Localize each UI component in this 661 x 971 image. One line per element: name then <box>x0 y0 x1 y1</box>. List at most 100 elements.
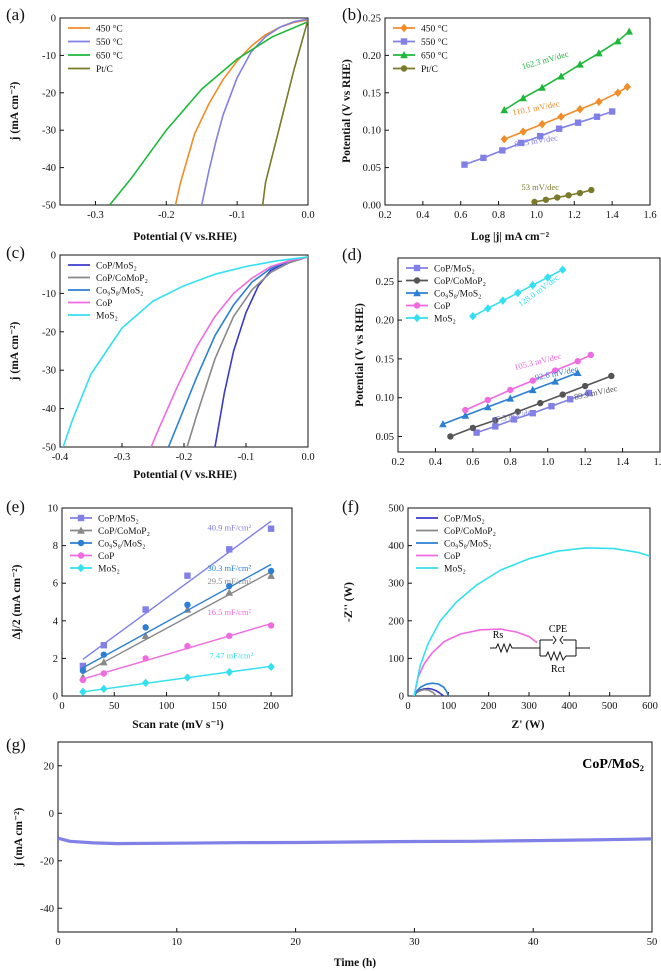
panel-f-xlabel: Z' (W) <box>512 719 545 731</box>
series-d-1-point <box>447 433 454 440</box>
panel-c-ylabel: j (mA cm⁻²) <box>9 321 21 381</box>
legend-b-0-label: 450 °C <box>421 24 448 35</box>
series-c-1-line <box>186 256 308 447</box>
panel-g-xtick-label: 40 <box>528 937 539 948</box>
series-b-2-point <box>538 83 546 91</box>
series-e-3-point <box>184 642 191 650</box>
panel-d-xtick-label: 1.6 <box>653 457 661 468</box>
panel-b-xtick-label: 1.2 <box>568 210 581 221</box>
series-d-1-point <box>581 382 589 390</box>
panel-g-ytick-label: 0 <box>49 809 54 820</box>
panel-f-xtick-label: 600 <box>642 701 658 712</box>
series-b-2-point <box>500 106 509 114</box>
panel-b-ylabel: Potential (V vs RHE) <box>341 59 353 163</box>
series-e-3-point <box>79 676 87 684</box>
panel-c-xtick-label: -0.4 <box>52 452 69 463</box>
series-a-3-line <box>261 19 308 205</box>
legend-b-3-label: Pt/C <box>421 65 438 75</box>
panel-f-xtick-label: 0 <box>405 701 410 712</box>
legend-e-2-label: Co₉S₈/MoS₂ <box>98 540 145 550</box>
panel-b-xtick-label: 0.4 <box>416 210 430 221</box>
panel-e-frame <box>61 507 293 697</box>
series-e-1-point <box>141 631 150 640</box>
panel-a: -0.3 -0.2 -0.1 0.0 0 -10 -20 -30 -40 -50 (a) Potent… <box>6 5 315 243</box>
panel-g-xtick-label: 20 <box>290 937 301 948</box>
series-a-0-line <box>174 19 308 205</box>
series-b-1-point <box>608 108 616 115</box>
legend-a-2-label: 650 °C <box>96 51 123 62</box>
panel-e-annotation: 40.9 mF/cm² <box>207 523 251 533</box>
series-d-4-point <box>544 273 552 282</box>
panel-c-ytick-label: -50 <box>42 443 56 454</box>
legend-d-4-label: MoS₂ <box>434 315 456 325</box>
panel-d-annotation: 89.9 mV/dec <box>573 383 618 402</box>
series-b-3-point <box>588 186 595 194</box>
panel-g-label: (g) <box>6 735 26 754</box>
panel-a-xlabel: Potential (V vs.RHE) <box>133 231 237 243</box>
series-b-2-point <box>519 94 527 102</box>
series-b-3-point <box>554 194 561 201</box>
series-e-2-point <box>226 582 233 590</box>
series-e-4-point <box>79 687 87 696</box>
series-d-1-point <box>492 416 499 424</box>
panel-e-ytick-label: 4 <box>53 616 59 627</box>
panel-d-ytick-label: 0.05 <box>376 432 394 443</box>
series-b-0-point <box>557 112 565 121</box>
series-d-2-point <box>439 420 447 428</box>
series-e-0-point <box>267 525 275 532</box>
legend-b-2-marker <box>400 51 408 59</box>
panel-f: 0 100 200 300 400 500 600 0 100 200 300 400 500 (f) Z'… <box>342 497 658 731</box>
legend-b-2-label: 650 °C <box>421 51 448 62</box>
series-b-2-point <box>557 72 565 80</box>
panel-d-label: (d) <box>342 245 362 264</box>
legend-e-4-label: MoS₂ <box>98 565 120 575</box>
legend-f-1-label: CoP/CoMoP₂ <box>444 527 496 537</box>
panel-d-xtick-label: 1.2 <box>579 457 592 468</box>
legend-b-1-label: 550 °C <box>421 37 448 48</box>
panel-a-xtick-label: -0.2 <box>158 210 175 221</box>
panel-g-ylabel: j (mA cm⁻²) <box>13 807 25 867</box>
series-b-2-point <box>625 27 633 35</box>
panel-a-ytick-label: -40 <box>42 163 56 174</box>
panel-f-xtick-label: 200 <box>481 701 497 712</box>
panel-f-ytick-label: 0 <box>399 692 404 703</box>
panel-b-xtick-label: 1.6 <box>643 210 656 221</box>
panel-a-ytick-label: -50 <box>42 201 56 212</box>
series-e-1-point <box>100 658 108 666</box>
panel-c: -0.4 -0.3 -0.2 -0.1 0.0 0 -10 -20 -30 -40 -50 (c) Po… <box>6 243 315 481</box>
panel-f-ytick-label: 500 <box>388 504 404 515</box>
series-b-3-point <box>531 198 538 205</box>
inset-equivalent-circuit: Rs CPE Rct <box>490 624 590 675</box>
legend-d-0-marker <box>413 264 421 272</box>
panel-d-ytick-label: 0.25 <box>376 277 394 288</box>
panel-c-xtick-label: -0.2 <box>176 452 193 463</box>
series-e-4-point <box>141 678 150 688</box>
panel-b-ytick-label: 0.00 <box>363 201 381 212</box>
legend-b-0-marker <box>400 23 408 33</box>
legend-d-1-label: CoP/CoMoP₂ <box>434 277 486 287</box>
panel-g-ytick-label: 20 <box>44 761 55 772</box>
panel-a-ytick-label: -10 <box>42 51 56 62</box>
series-b-0-line <box>504 86 628 140</box>
panel-f-label: (f) <box>342 497 359 516</box>
series-e-3-point <box>267 622 275 629</box>
panel-d-frame <box>397 257 661 453</box>
series-e-4-point <box>267 662 275 672</box>
panel-e-xtick-label: 100 <box>159 701 175 712</box>
series-d-4-point <box>558 265 567 274</box>
series-e-0-point <box>142 606 149 613</box>
legend-e-0-label: CoP/MoS₂ <box>98 515 139 525</box>
panel-a-ytick-label: 0 <box>51 14 56 25</box>
cpe-symbol <box>559 635 564 645</box>
legend-d-2-label: Co₉S₈/MoS₂ <box>434 290 481 300</box>
resistor-symbol <box>540 650 576 662</box>
panel-b-plot-area <box>461 27 633 205</box>
series-b-1-point <box>480 154 487 162</box>
legend-b-1-marker <box>400 38 408 45</box>
series-e-0-point <box>184 572 191 579</box>
series-g-0-line <box>58 836 652 846</box>
panel-a-xtick-label: -0.3 <box>87 210 104 221</box>
series-b-1-point <box>537 132 544 140</box>
panel-b-xtick-label: 0.6 <box>454 210 467 221</box>
panel-g-xtick-label: 30 <box>409 937 420 948</box>
